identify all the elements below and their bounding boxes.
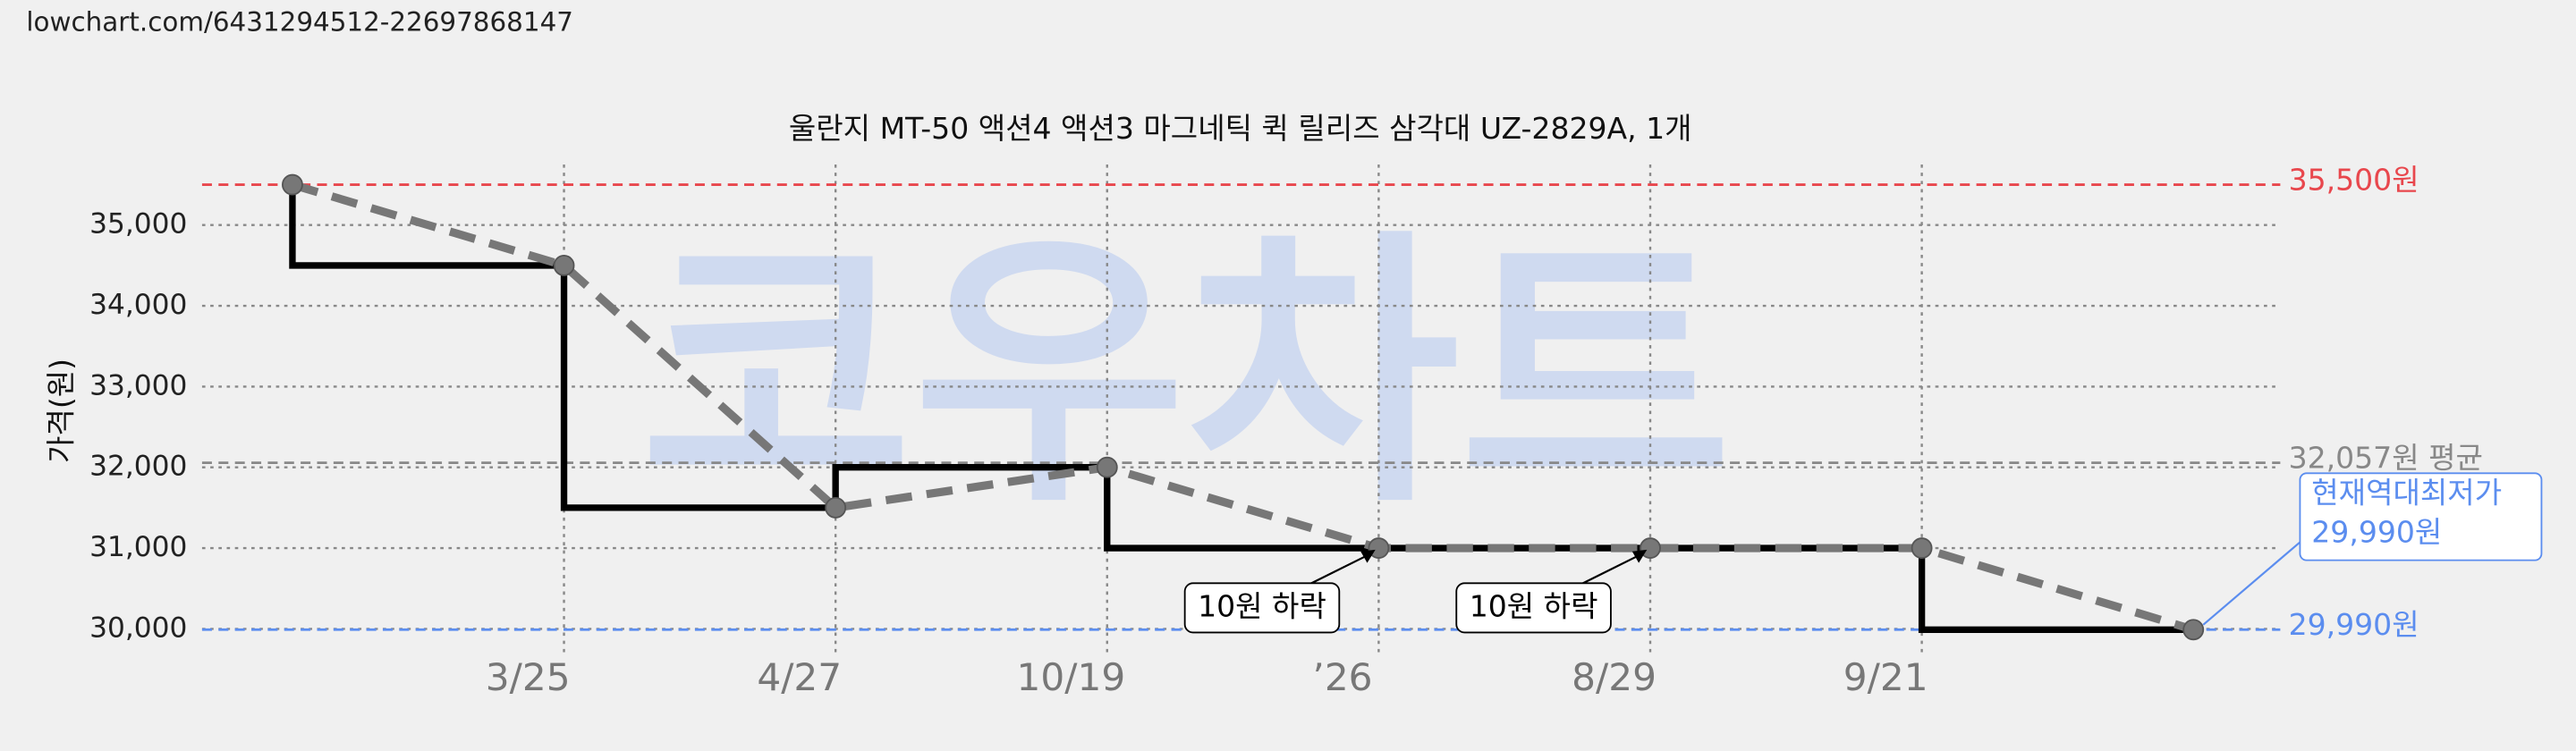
annotation-text: 10원 하락 <box>1470 588 1598 623</box>
callout-text: 현재역대최저가 <box>2311 476 2502 511</box>
point <box>553 254 575 276</box>
y-tick-label: 31,000 <box>89 531 187 563</box>
chart-title: 울란지 MT-50 액션4 액션3 마그네틱 퀵 릴리즈 삼각대 UZ-2829… <box>789 111 1692 146</box>
y-tick-label: 35,000 <box>89 208 187 240</box>
y-axis-label: 가격(원) <box>43 359 78 463</box>
reference-label: 35,500원 <box>2289 162 2419 197</box>
annotation-box <box>1183 582 1341 634</box>
reference-label: 29,990원 <box>2289 607 2419 642</box>
x-tick-label: 8/29 <box>1572 655 1657 699</box>
point <box>282 173 303 196</box>
y-tick-label: 30,000 <box>89 612 187 644</box>
point <box>1368 537 1390 559</box>
y-tick-label: 33,000 <box>89 369 187 401</box>
point <box>2182 619 2205 641</box>
y-tick-label: 34,000 <box>89 289 187 321</box>
callout-box <box>2299 472 2543 561</box>
y-tick-label: 32,000 <box>89 451 187 483</box>
point <box>825 496 847 519</box>
point <box>1911 537 1933 559</box>
annotation-arrow <box>1310 552 1373 585</box>
x-tick-label: 4/27 <box>757 655 842 699</box>
annotation-arrowhead <box>1631 549 1648 563</box>
callout-arrow <box>2202 541 2301 626</box>
watermark: 코우차트 <box>640 207 1732 541</box>
annotation-box <box>1455 582 1612 634</box>
x-tick-label: 9/21 <box>1843 655 1928 699</box>
x-tick-label: 3/25 <box>486 655 571 699</box>
reference-label: 32,057원 평균 <box>2289 440 2483 475</box>
annotation-arrow <box>1582 552 1645 585</box>
callout-text: 29,990원 <box>2311 515 2442 550</box>
point <box>1640 537 1661 559</box>
point <box>1096 456 1118 478</box>
x-tick-label: ’26 <box>1312 655 1372 699</box>
url: lowchart.com/6431294512-22697868147 <box>26 7 573 38</box>
price-line <box>291 181 2195 634</box>
annotation-arrowhead <box>1360 549 1376 563</box>
annotation-text: 10원 하락 <box>1198 588 1326 623</box>
x-tick-label: 10/19 <box>1017 655 1126 699</box>
